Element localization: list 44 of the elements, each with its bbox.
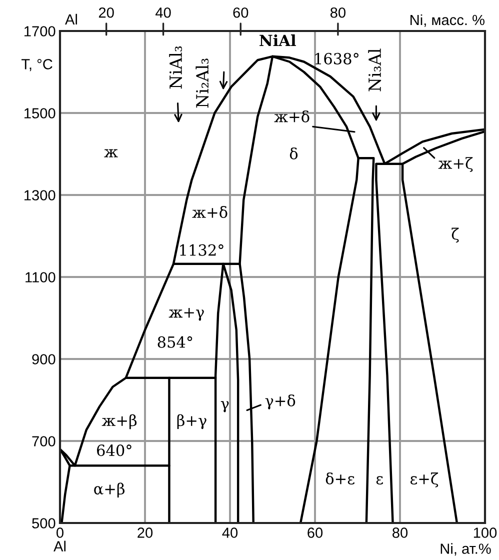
x-tick-label: 20 [138,528,153,538]
annotation: 854° [158,336,192,348]
annotation: Ni₂Al₃ [196,58,209,108]
x2-axis-title: Ni, масс. % [410,14,484,27]
annotation: NiAl₃ [169,46,182,89]
y-tick-label: 900 [32,354,56,364]
annotation: 1638° [315,52,358,64]
annotation: ж+δ [192,206,228,218]
x-axis-title: Ni, ат.% [440,543,491,556]
annotation: δ+ε [326,472,354,484]
y-tick-label: 1300 [24,190,56,200]
annotation: α+β [94,482,125,498]
annotation: δ [290,148,298,160]
text: 60 [233,7,248,18]
annotation: 1132° [180,244,224,256]
annotation: ε+ζ [410,472,438,488]
text: Al [65,14,77,24]
annotation: Ni₃Al [368,48,382,92]
annotation: NiAl [260,34,296,46]
annotation: γ [220,401,229,412]
annotation: ж+ζ [438,157,473,172]
x-tick-label: 0 Al [54,528,66,552]
x-tick-label: 60 [308,528,323,538]
annotation: β+γ [177,414,206,430]
y-tick-label: 1500 [24,108,56,118]
text: 20 [98,7,114,18]
annotation: γ+δ [265,394,296,410]
y-tick-label: 1100 [26,272,56,282]
y-tick-label: 1700 [24,26,56,36]
annotation: ж+γ [168,308,204,321]
annotation: ж [104,149,118,158]
x-tick-label: 40 [222,528,238,538]
x-tick-label: 80 [392,528,408,538]
annotation: 640° [97,444,132,456]
annotation: ж+δ [274,110,310,122]
text: 80 [330,7,346,18]
y-tick-label: 500 [32,518,56,528]
x-tick-label: 100 [474,528,497,538]
annotation: ζ [452,228,459,243]
annotation: ж+β [102,414,137,430]
text: 40 [156,7,171,18]
y-tick-label: 700 [32,436,56,446]
annotation: ε [376,476,383,484]
y-axis-title: T, °C [22,59,52,72]
